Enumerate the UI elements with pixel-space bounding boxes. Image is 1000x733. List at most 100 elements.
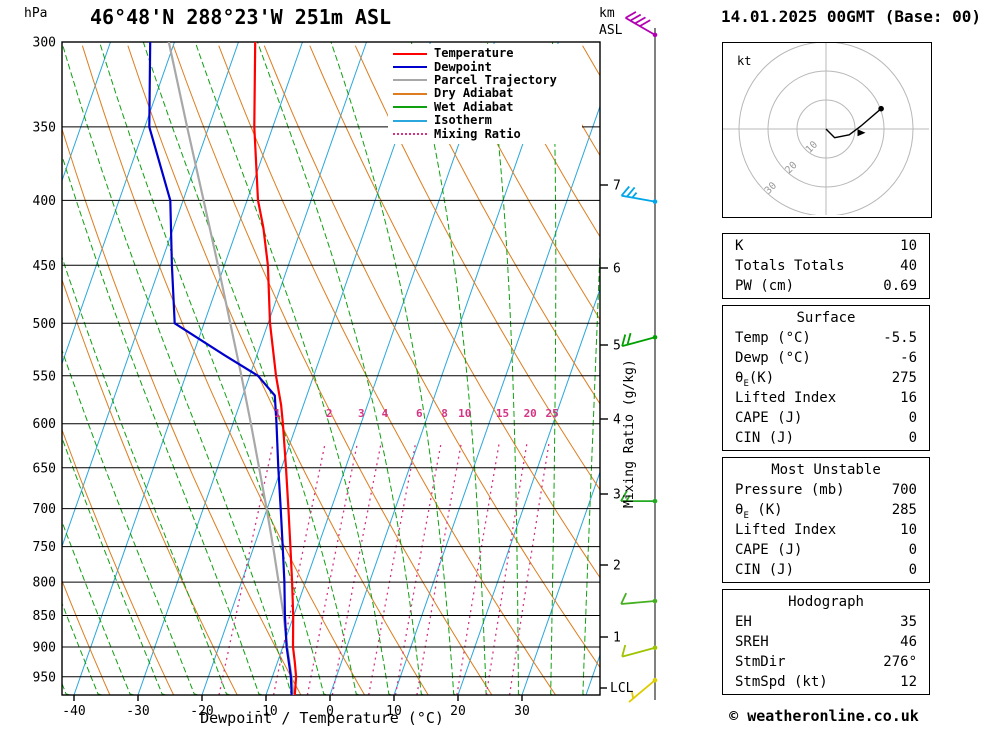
svg-text:20: 20 bbox=[524, 407, 537, 420]
table-row: EH 35 bbox=[723, 612, 929, 632]
hodograph-container: kt 10 20 30 bbox=[722, 41, 932, 218]
table-row: Totals Totals 40 bbox=[723, 256, 929, 276]
row-label: Lifted Index bbox=[735, 522, 837, 538]
row-label: CIN (J) bbox=[735, 430, 795, 446]
legend-line-swatch bbox=[393, 79, 427, 82]
row-value: 10 bbox=[900, 522, 917, 538]
table-row: SREH 46 bbox=[723, 632, 929, 652]
legend-line-swatch bbox=[393, 133, 427, 136]
legend-label: Dry Adiabat bbox=[434, 86, 514, 101]
svg-text:800: 800 bbox=[33, 576, 56, 591]
row-label: SREH bbox=[735, 634, 769, 650]
legend-item: Dewpoint bbox=[393, 60, 577, 73]
svg-text:2: 2 bbox=[613, 559, 621, 574]
table-row: Temp (°C) -5.5 bbox=[723, 328, 929, 348]
dewpoint-curve bbox=[148, 42, 293, 695]
row-label: StmSpd (kt) bbox=[735, 674, 828, 690]
legend-label: Mixing Ratio bbox=[434, 126, 521, 141]
section-header: Most Unstable bbox=[771, 462, 881, 478]
row-label: PW (cm) bbox=[735, 278, 795, 294]
wind-barb-column bbox=[620, 11, 658, 703]
row-label: Dewp (°C) bbox=[735, 350, 811, 366]
isotherm-lines bbox=[62, 42, 600, 695]
legend-item: Mixing Ratio bbox=[393, 127, 577, 140]
table-row: θE (K) 285 bbox=[723, 500, 929, 521]
hodograph-trace bbox=[825, 108, 882, 139]
svg-text:750: 750 bbox=[33, 540, 56, 555]
svg-text:550: 550 bbox=[33, 369, 56, 384]
legend-label: Temperature bbox=[434, 46, 514, 61]
svg-text:1: 1 bbox=[274, 407, 281, 420]
svg-text:5: 5 bbox=[613, 339, 621, 354]
km-axis-unit-label: km ASL bbox=[599, 6, 623, 38]
copyright-label: © weatheronline.co.uk bbox=[729, 707, 919, 725]
hodograph-ring-label: 20 bbox=[783, 160, 799, 176]
svg-text:0: 0 bbox=[326, 704, 334, 719]
svg-text:1: 1 bbox=[613, 631, 621, 646]
row-value: 46 bbox=[900, 634, 917, 650]
hodograph-ring-label: 10 bbox=[804, 139, 820, 155]
svg-text:10: 10 bbox=[458, 407, 471, 420]
legend-item: Parcel Trajectory bbox=[393, 73, 577, 87]
row-value: 0.69 bbox=[883, 278, 917, 294]
section-header: Surface bbox=[796, 310, 856, 326]
legend-label: Isotherm bbox=[434, 113, 492, 128]
legend-line-swatch bbox=[393, 92, 427, 95]
wet-adiabat-lines bbox=[62, 42, 600, 695]
row-label: Lifted Index bbox=[735, 390, 837, 406]
table-row: StmDir 276° bbox=[723, 652, 929, 672]
svg-text:20: 20 bbox=[450, 704, 466, 719]
pressure-axis-labels: 300 350 400 450 500 550 600 650 700 750 800 850 900 9… bbox=[33, 36, 56, 686]
row-label: CAPE (J) bbox=[735, 542, 803, 558]
table-row: θE(K) 275 bbox=[723, 368, 929, 389]
row-label: Temp (°C) bbox=[735, 330, 811, 346]
temperature-axis-ticks: -40 -30 -20 -10 0 10 20 30 bbox=[62, 695, 530, 719]
svg-text:30: 30 bbox=[514, 704, 530, 719]
table-row: CIN (J) 0 bbox=[723, 428, 929, 448]
wind-barb bbox=[620, 592, 658, 605]
hodograph-unit-label: kt bbox=[737, 54, 751, 68]
svg-text:2: 2 bbox=[326, 407, 333, 420]
svg-text:6: 6 bbox=[416, 407, 423, 420]
legend-line-swatch bbox=[393, 119, 427, 122]
svg-text:-20: -20 bbox=[190, 704, 213, 719]
chart-legend: Temperature Dewpoint Parcel Trajectory Dry … bbox=[388, 44, 582, 144]
table-row: Lifted Index 10 bbox=[723, 520, 929, 540]
svg-text:-10: -10 bbox=[254, 704, 277, 719]
row-value: 35 bbox=[900, 614, 917, 630]
svg-text:6: 6 bbox=[613, 262, 621, 277]
row-value: 275 bbox=[891, 370, 917, 386]
wind-barb bbox=[621, 644, 658, 658]
row-value: 12 bbox=[900, 674, 917, 690]
row-label: CIN (J) bbox=[735, 562, 795, 578]
mixing-ratio-labels: 1 2 3 4 6 8 10 15 20 25 bbox=[274, 407, 559, 420]
wind-barb bbox=[621, 332, 658, 347]
legend-label: Wet Adiabat bbox=[434, 99, 514, 114]
row-label: Totals Totals bbox=[735, 258, 845, 274]
indices-section-hodograph: Hodograph EH 35 SREH 46 StmDir 276° StmSpd (kt)… bbox=[722, 589, 930, 695]
table-row: K 10 bbox=[723, 236, 929, 256]
indices-tables: K 10 Totals Totals 40 PW (cm) 0.69 Surface Temp… bbox=[722, 233, 930, 701]
chart-datetime-title: 14.01.2025 00GMT (Base: 00) bbox=[720, 7, 982, 26]
temperature-axis-label: Dewpoint / Temperature (°C) bbox=[200, 709, 444, 727]
isobar-lines bbox=[61, 41, 601, 696]
row-value: -6 bbox=[900, 350, 917, 366]
row-value: 40 bbox=[900, 258, 917, 274]
svg-text:4: 4 bbox=[613, 413, 621, 428]
hodograph-trace-end-dot bbox=[878, 105, 884, 112]
row-label: CAPE (J) bbox=[735, 410, 803, 426]
legend-label: Dewpoint bbox=[434, 59, 492, 74]
svg-text:-40: -40 bbox=[62, 704, 85, 719]
background-line-families bbox=[62, 42, 600, 695]
legend-line-swatch bbox=[393, 106, 427, 109]
legend-item: Dry Adiabat bbox=[393, 87, 577, 100]
svg-text:7: 7 bbox=[613, 179, 621, 194]
row-value: 0 bbox=[908, 430, 917, 446]
svg-text:10: 10 bbox=[386, 704, 402, 719]
table-row: CAPE (J) 0 bbox=[723, 540, 929, 560]
table-row: Lifted Index 16 bbox=[723, 388, 929, 408]
row-label: StmDir bbox=[735, 654, 786, 670]
table-row: CIN (J) 0 bbox=[723, 560, 929, 580]
